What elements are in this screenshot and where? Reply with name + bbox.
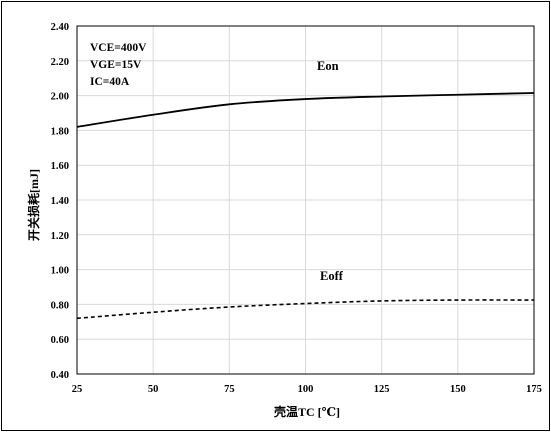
grid-lines (76, 25, 535, 375)
annotation-vce: VCE=400V (90, 42, 147, 54)
y-tick-label: 1.00 (51, 266, 69, 277)
series-line-eoff (76, 299, 535, 320)
y-tick-label: 1.40 (51, 196, 69, 207)
y-tick-label: 0.60 (51, 335, 69, 346)
x-tick-label: 150 (450, 384, 466, 395)
y-tick-label: 1.20 (51, 231, 69, 242)
y-axis-label: 开关损耗[mJ] (26, 169, 41, 241)
x-tick-label: 125 (374, 384, 390, 395)
y-tick-labels: 0.40 0.60 0.80 1.00 1.20 1.40 1.60 1.80 2.00 2.20… (51, 22, 69, 381)
series-label-eoff: Eoff (320, 269, 344, 283)
y-tick-label: 1.60 (51, 161, 69, 172)
annotation-vge: VGE=15V (90, 59, 142, 71)
x-axis-label: 壳温TC [℃] (273, 404, 340, 419)
y-tick-label: 2.40 (51, 22, 69, 33)
x-tick-label: 175 (526, 384, 542, 395)
annotation-ic: IC=40A (90, 76, 130, 88)
series-group (76, 92, 535, 320)
x-tick-labels: 25 50 75 100 125 150 175 (72, 384, 542, 395)
x-tick-label: 75 (224, 384, 235, 395)
y-tick-label: 1.80 (51, 126, 69, 137)
plot-area-border (76, 25, 535, 375)
y-tick-label: 2.00 (51, 92, 69, 103)
series-label-eon: Eon (317, 59, 339, 73)
y-tick-label: 0.80 (51, 300, 69, 311)
x-tick-label: 100 (298, 384, 314, 395)
y-tick-label: 2.20 (51, 57, 69, 68)
y-tick-label: 0.40 (51, 370, 69, 381)
x-tick-label: 50 (148, 384, 159, 395)
series-line-eon (76, 92, 535, 128)
x-tick-label: 25 (72, 384, 83, 395)
